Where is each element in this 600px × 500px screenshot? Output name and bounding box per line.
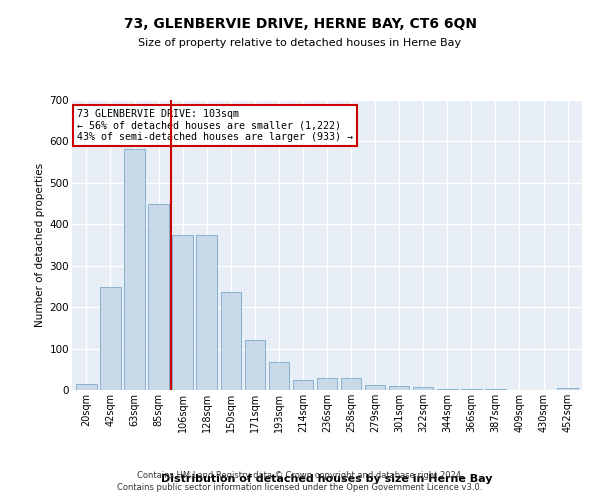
Text: 73, GLENBERVIE DRIVE, HERNE BAY, CT6 6QN: 73, GLENBERVIE DRIVE, HERNE BAY, CT6 6QN (124, 18, 476, 32)
Bar (148, 204, 169, 390)
X-axis label: Distribution of detached houses by size in Herne Bay: Distribution of detached houses by size … (161, 474, 493, 484)
Bar (172, 236, 193, 390)
Text: Contains public sector information licensed under the Open Government Licence v3: Contains public sector information licen… (118, 484, 482, 492)
Bar (461, 389, 482, 390)
Bar (293, 380, 313, 390)
Bar (485, 389, 506, 390)
Bar (100, 288, 121, 390)
Bar (365, 384, 385, 390)
Bar (124, 149, 145, 390)
Bar (196, 236, 217, 390)
Bar (221, 292, 241, 390)
Text: Contains HM Land Registry data © Crown copyright and database right 2024.: Contains HM Land Registry data © Crown c… (137, 471, 463, 480)
Y-axis label: Number of detached properties: Number of detached properties (35, 163, 46, 327)
Bar (437, 389, 458, 390)
Bar (76, 384, 97, 390)
Text: 73 GLENBERVIE DRIVE: 103sqm
← 56% of detached houses are smaller (1,222)
43% of : 73 GLENBERVIE DRIVE: 103sqm ← 56% of det… (77, 108, 353, 142)
Bar (389, 386, 409, 390)
Bar (245, 340, 265, 390)
Bar (269, 362, 289, 390)
Bar (413, 386, 433, 390)
Bar (341, 378, 361, 390)
Bar (557, 388, 578, 390)
Bar (317, 378, 337, 390)
Text: Size of property relative to detached houses in Herne Bay: Size of property relative to detached ho… (139, 38, 461, 48)
